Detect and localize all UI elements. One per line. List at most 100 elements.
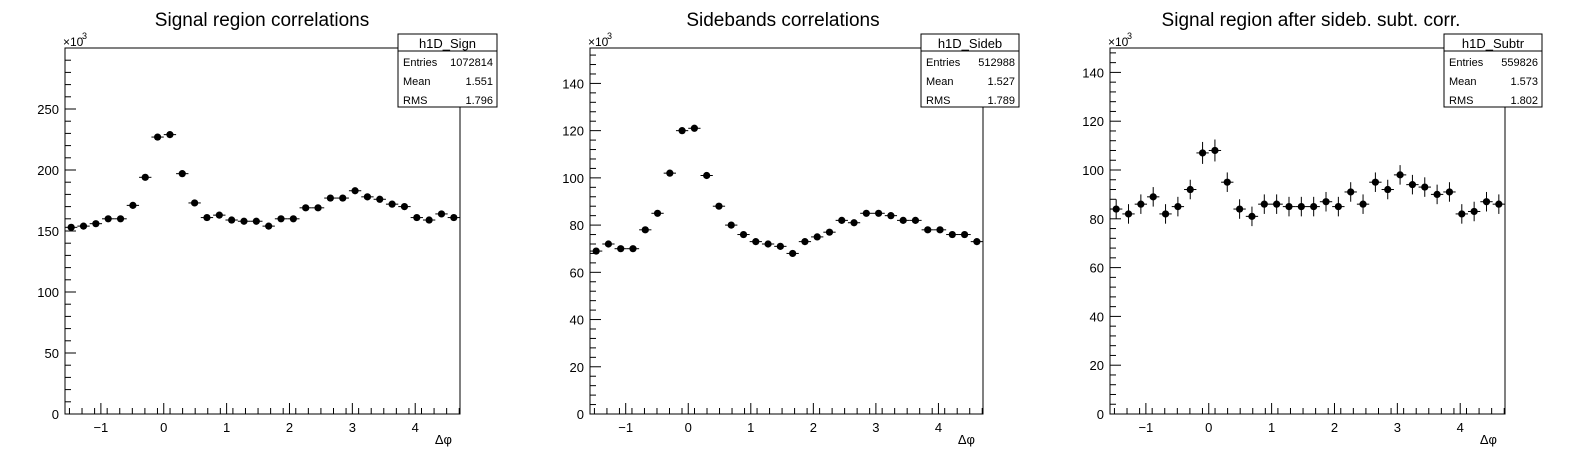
- data-point: [875, 209, 883, 217]
- data-point: [1359, 200, 1367, 208]
- y-tick-label: 200: [37, 163, 59, 178]
- y-multiplier-exponent: 3: [82, 31, 87, 41]
- data-point: [1322, 198, 1330, 206]
- x-tick-label: 3: [872, 420, 879, 435]
- stats-mean-value: 1.551: [465, 76, 493, 88]
- data-point: [450, 213, 458, 222]
- data-point: [1384, 185, 1392, 194]
- data-point: [715, 202, 723, 210]
- stats-entries-value: 559826: [1501, 57, 1538, 69]
- data-point: [727, 221, 735, 229]
- stats-rms-value: 1.802: [1510, 95, 1538, 107]
- data-point: [302, 204, 310, 212]
- chart-title: Signal region correlations: [155, 10, 369, 31]
- data-point: [425, 216, 433, 224]
- data-point: [666, 169, 674, 177]
- data-point: [79, 222, 88, 230]
- data-point: [104, 215, 112, 223]
- data-point: [862, 209, 870, 217]
- data-point: [592, 247, 600, 255]
- data-point: [604, 240, 613, 248]
- data-point: [1433, 190, 1441, 198]
- data-point: [1408, 181, 1417, 189]
- stats-entries-value: 512988: [978, 57, 1015, 69]
- data-point: [141, 173, 149, 181]
- plot-frame: [1109, 47, 1506, 415]
- data-point: [1495, 200, 1503, 208]
- stats-rms-value: 1.789: [987, 95, 1015, 107]
- x-tick-label: −1: [93, 420, 108, 435]
- x-tick-label: 1: [747, 420, 754, 435]
- x-tick-label: 3: [349, 420, 356, 435]
- x-axis-title: Δφ: [958, 432, 975, 447]
- y-tick-label: 0: [577, 407, 584, 422]
- x-axis-title: Δφ: [435, 432, 452, 447]
- data-point: [388, 200, 396, 208]
- y-tick-label: 60: [1090, 261, 1104, 276]
- data-point: [1371, 178, 1379, 186]
- stats-mean-label: Mean: [926, 76, 954, 88]
- x-tick-label: 4: [412, 420, 419, 435]
- x-tick-label: −1: [1138, 420, 1153, 435]
- chart-panel-1: Signal region correlations 0 50 100 150 200 25…: [37, 10, 498, 447]
- data-point: [314, 204, 322, 212]
- data-point: [1310, 203, 1318, 211]
- y-tick-label: 120: [1082, 114, 1104, 129]
- stats-histogram-name: h1D_Sign: [419, 36, 476, 51]
- data-point: [1260, 200, 1268, 208]
- data-point: [752, 238, 760, 246]
- x-tick-label: 1: [1268, 420, 1275, 435]
- stats-entries-label: Entries: [926, 57, 961, 69]
- stats-rms-label: RMS: [926, 95, 950, 107]
- data-point: [838, 216, 846, 224]
- stats-rms-label: RMS: [1449, 95, 1473, 107]
- y-tick-label: 80: [1090, 212, 1104, 227]
- y-tick-label: 40: [570, 313, 584, 328]
- data-point: [1186, 185, 1194, 194]
- chart-title: Sidebands correlations: [686, 10, 879, 31]
- stats-entries-label: Entries: [1449, 57, 1484, 69]
- y-tick-label: 20: [570, 360, 584, 375]
- x-tick-label: 1: [223, 420, 230, 435]
- data-point: [129, 201, 137, 209]
- y-tick-label: 0: [52, 407, 59, 422]
- data-point: [801, 238, 809, 246]
- data-point: [899, 216, 907, 224]
- x-tick-label: 0: [685, 420, 692, 435]
- x-tick-label: −1: [618, 420, 633, 435]
- data-point: [376, 195, 384, 203]
- y-tick-label: 150: [37, 224, 59, 239]
- stats-box: [920, 33, 1020, 108]
- data-point: [363, 193, 372, 201]
- x-tick-label: 2: [810, 420, 817, 435]
- x-tick-label: 4: [935, 420, 942, 435]
- data-point: [703, 171, 711, 180]
- stats-mean-value: 1.527: [987, 76, 1015, 88]
- stats-box: [1443, 33, 1543, 108]
- data-point: [277, 215, 285, 223]
- data-point: [1421, 183, 1429, 191]
- x-tick-label: 2: [1331, 420, 1338, 435]
- x-axis-title: Δφ: [1480, 432, 1497, 447]
- y-tick-label: 40: [1090, 309, 1104, 324]
- data-point: [739, 230, 748, 239]
- y-multiplier-label: ×10: [1108, 35, 1129, 49]
- data-point: [339, 194, 347, 202]
- data-point: [1124, 210, 1133, 218]
- y-multiplier-label: ×10: [588, 35, 609, 49]
- data-point: [166, 131, 174, 139]
- data-point: [1458, 210, 1466, 218]
- data-point: [1248, 212, 1256, 220]
- y-tick-label: 100: [37, 285, 59, 300]
- y-tick-label: 20: [1090, 358, 1104, 373]
- data-point: [948, 230, 956, 239]
- stats-entries-label: Entries: [403, 57, 438, 69]
- stats-rms-label: RMS: [403, 95, 427, 107]
- data-point: [887, 212, 895, 220]
- y-tick-label: 250: [37, 102, 59, 117]
- data-point: [1297, 203, 1305, 211]
- data-point: [678, 127, 686, 135]
- y-tick-label: 100: [1082, 163, 1104, 178]
- stats-rms-value: 1.796: [465, 95, 493, 107]
